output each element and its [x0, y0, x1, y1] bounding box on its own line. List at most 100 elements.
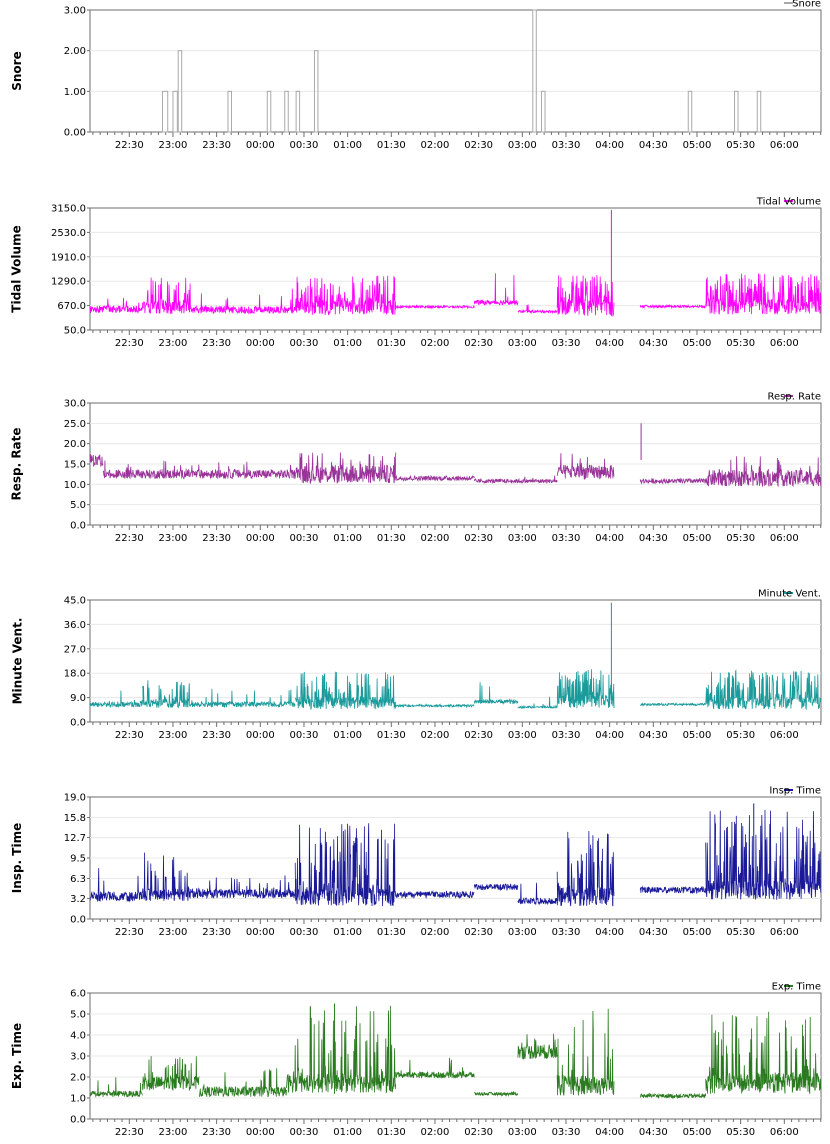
tidal-volume-y-tick-label: 50.0: [64, 326, 86, 337]
snore-event-bar: [532, 9, 537, 133]
snore-event-bar: [541, 90, 546, 133]
insp-time-series-segment: [294, 823, 397, 907]
exp-time-x-tick-label: 06:00: [770, 1127, 799, 1138]
insp-time-series-segment: [705, 809, 822, 900]
insp-time-x-tick-label: 22:30: [115, 927, 144, 938]
tidal-volume-x-tick-label: 00:30: [290, 338, 319, 349]
snore-x-tick-label: 04:30: [639, 140, 668, 151]
snore-event-bar: [161, 90, 169, 133]
tidal-volume-series-segment: [89, 297, 143, 314]
tidal-volume-series-segment: [395, 304, 475, 310]
exp-time-x-tick-label: 02:00: [421, 1127, 450, 1138]
insp-time-x-tick-label: 01:30: [377, 927, 406, 938]
snore-event-bar: [266, 90, 272, 133]
resp-rate-x-tick-label: 04:30: [639, 533, 668, 544]
resp-rate-y-tick-label: 30.0: [64, 399, 86, 410]
exp-time-series-segment: [286, 1005, 397, 1094]
resp-rate-y-tick-label: 5.0: [70, 500, 86, 511]
minute-vent-plot-frame: [89, 599, 822, 723]
snore-event-bar: [295, 90, 301, 133]
insp-time-x-tick-label: 03:30: [552, 927, 581, 938]
snore-event-bar: [284, 90, 289, 133]
exp-time-y-tick-label: 3.0: [70, 1052, 86, 1063]
minute-vent-x-tick-label: 04:30: [639, 730, 668, 741]
tidal-volume-x-tick-label: 02:30: [464, 338, 493, 349]
minute-vent-panel: Minute Vent. 0.0 9.0 18.0 27.0 36.0 45.0 22:30…: [0, 582, 830, 757]
insp-time-series-segment: [473, 883, 519, 892]
resp-rate-x-tick-label: 02:00: [421, 533, 450, 544]
insp-time-x-tick-label: 04:00: [595, 927, 624, 938]
resp-rate-x-tick-label: 00:00: [246, 533, 275, 544]
insp-time-x-tick-label: 23:00: [159, 927, 188, 938]
insp-time-series-segment: [556, 830, 615, 907]
tidal-volume-x-tick-label: 01:00: [333, 338, 362, 349]
snore-x-tick-label: 05:00: [683, 140, 712, 151]
tidal-volume-plot-frame: [89, 207, 822, 331]
exp-time-series-segment: [473, 1090, 518, 1097]
tidal-volume-x-tick-label: 04:30: [639, 338, 668, 349]
minute-vent-x-tick-label: 23:30: [202, 730, 231, 741]
exp-time-series-segment: [517, 1033, 558, 1061]
exp-time-x-tick-label: 00:30: [290, 1127, 319, 1138]
exp-time-y-tick-label: 1.0: [70, 1094, 86, 1105]
minute-vent-x-tick-label: 00:00: [246, 730, 275, 741]
minute-vent-x-tick-label: 05:30: [726, 730, 755, 741]
minute-vent-x-tick-label: 23:00: [159, 730, 188, 741]
tidal-volume-x-tick-label: 06:00: [770, 338, 799, 349]
snore-event-bar: [313, 50, 319, 133]
snore-x-tick-label: 01:30: [377, 140, 406, 151]
insp-time-series-segment: [142, 852, 191, 901]
minute-vent-x-tick-label: 02:00: [421, 730, 450, 741]
minute-vent-y-tick-label: 18.0: [64, 669, 86, 680]
tidal-volume-series-segment: [142, 277, 191, 314]
tidal-volume-x-tick-label: 04:00: [595, 338, 624, 349]
exp-time-series-segment: [705, 1011, 822, 1094]
exp-time-y-tick-label: 0.0: [70, 1115, 86, 1126]
resp-rate-series-segment: [102, 460, 296, 480]
minute-vent-x-tick-label: 04:00: [595, 730, 624, 741]
snore-x-tick-label: 02:00: [421, 140, 450, 151]
minute-vent-series-segment: [142, 680, 191, 709]
tidal-volume-x-tick-label: 23:30: [202, 338, 231, 349]
insp-time-x-tick-label: 05:00: [683, 927, 712, 938]
minute-vent-y-tick-label: 9.0: [70, 693, 86, 704]
exp-time-x-tick-label: 01:30: [377, 1127, 406, 1138]
tidal-volume-x-tick-label: 23:00: [159, 338, 188, 349]
tidal-volume-y-tick-label: 670.0: [57, 301, 86, 312]
resp-rate-y-tick-label: 20.0: [64, 439, 86, 450]
snore-event-bar: [734, 90, 739, 133]
exp-time-y-tick-label: 5.0: [70, 1010, 86, 1021]
snore-event-bar: [227, 90, 232, 133]
exp-time-chart: 0.0 1.0 2.0 3.0 4.0 5.0 6.0 22:30 23:00 23:30 00:0…: [70, 982, 822, 1138]
snore-chart: 0.00 1.00 2.00 3.00 22:30 23:00 23:30 00:00 00:3…: [64, 0, 822, 151]
minute-vent-x-tick-label: 02:30: [464, 730, 493, 741]
resp-rate-series-segment: [395, 474, 475, 482]
insp-time-x-tick-label: 03:00: [508, 927, 537, 938]
minute-vent-x-tick-label: 01:30: [377, 730, 406, 741]
tidal-volume-series-segment: [190, 288, 296, 315]
resp-rate-x-tick-label: 06:00: [770, 533, 799, 544]
snore-event-bar: [177, 50, 183, 133]
snore-panel: Snore 0.00 1.00 2.00 3.00 22:30 23:00 23:30 00:…: [0, 0, 830, 170]
resp-rate-panel: Resp. Rate 0.0 5.0 10.0 15.0 20.0 25.0 30.0 22:…: [0, 385, 830, 560]
resp-rate-y-tick-label: 0.0: [70, 521, 86, 532]
exp-time-x-tick-label: 00:00: [246, 1127, 275, 1138]
tidal-volume-series-segment: [556, 274, 615, 317]
exp-time-series-segment: [395, 1057, 475, 1079]
insp-time-x-tick-label: 01:00: [333, 927, 362, 938]
tidal-volume-chart: 50.0 670.0 1290.0 1910.0 2530.0 3150.0 22:30 23…: [51, 197, 822, 349]
snore-y-tick-label: 2.00: [64, 46, 86, 57]
insp-time-series-segment: [517, 882, 558, 906]
resp-rate-series-segment: [89, 454, 104, 468]
resp-rate-x-tick-label: 05:00: [683, 533, 712, 544]
exp-time-legend-label: Exp. Time: [772, 982, 821, 993]
insp-time-x-tick-label: 04:30: [639, 927, 668, 938]
snore-x-tick-label: 00:00: [246, 140, 275, 151]
insp-time-y-tick-label: 6.3: [70, 874, 86, 885]
tidal-volume-series-segment: [294, 275, 397, 316]
tidal-volume-series-segment: [705, 273, 822, 315]
snore-plot-frame: [89, 9, 822, 133]
tidal-volume-legend-label: Tidal Volume: [756, 197, 821, 208]
snore-x-tick-label: 06:00: [770, 140, 799, 151]
minute-vent-x-tick-label: 00:30: [290, 730, 319, 741]
